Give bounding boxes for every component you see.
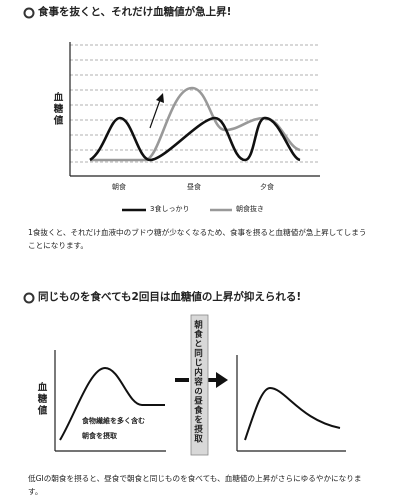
curve-three-meals (89, 116, 301, 162)
legend-label: 朝食抜き (236, 205, 264, 213)
y-label: 血糖値 (35, 382, 47, 417)
caption: 1食抜くと、それだけ血液中のブドウ糖が少なくなるため、食事を摂ると血糖値が急上昇… (28, 228, 367, 250)
caption: 低GIの朝食を摂ると、昼食で朝食と同じものを食べても、血糖値の上昇がさらにゆるや… (28, 474, 362, 496)
axes (54, 350, 346, 452)
x-label: 夕食 (260, 183, 274, 191)
rise-arrow-head (156, 93, 164, 103)
curve-first (59, 366, 165, 441)
bullet-icon (23, 292, 35, 304)
axes (69, 42, 320, 177)
arrow-head (216, 372, 228, 388)
annotation: 食物繊維を多く含む (82, 417, 145, 425)
legend-label: 3食しっかり (150, 205, 190, 213)
curve-second (244, 386, 341, 441)
heading: 食事を抜くと、それだけ血糖値が急上昇! (38, 6, 232, 18)
arrow-label: 朝食と同じ内容の昼食を摂取 (192, 320, 203, 444)
annotation: 朝食を摂取 (82, 432, 117, 440)
grid (70, 44, 320, 163)
arrow-box (190, 314, 209, 456)
y-label: 血糖値 (51, 92, 63, 127)
bullet-icon (23, 7, 35, 19)
x-label: 昼食 (187, 183, 201, 191)
rise-arrow (149, 99, 161, 129)
curve-skip-breakfast (90, 86, 301, 162)
heading: 同じものを食べても2回目は血糖値の上昇が抑えられる! (38, 291, 302, 303)
x-label: 朝食 (112, 183, 126, 191)
